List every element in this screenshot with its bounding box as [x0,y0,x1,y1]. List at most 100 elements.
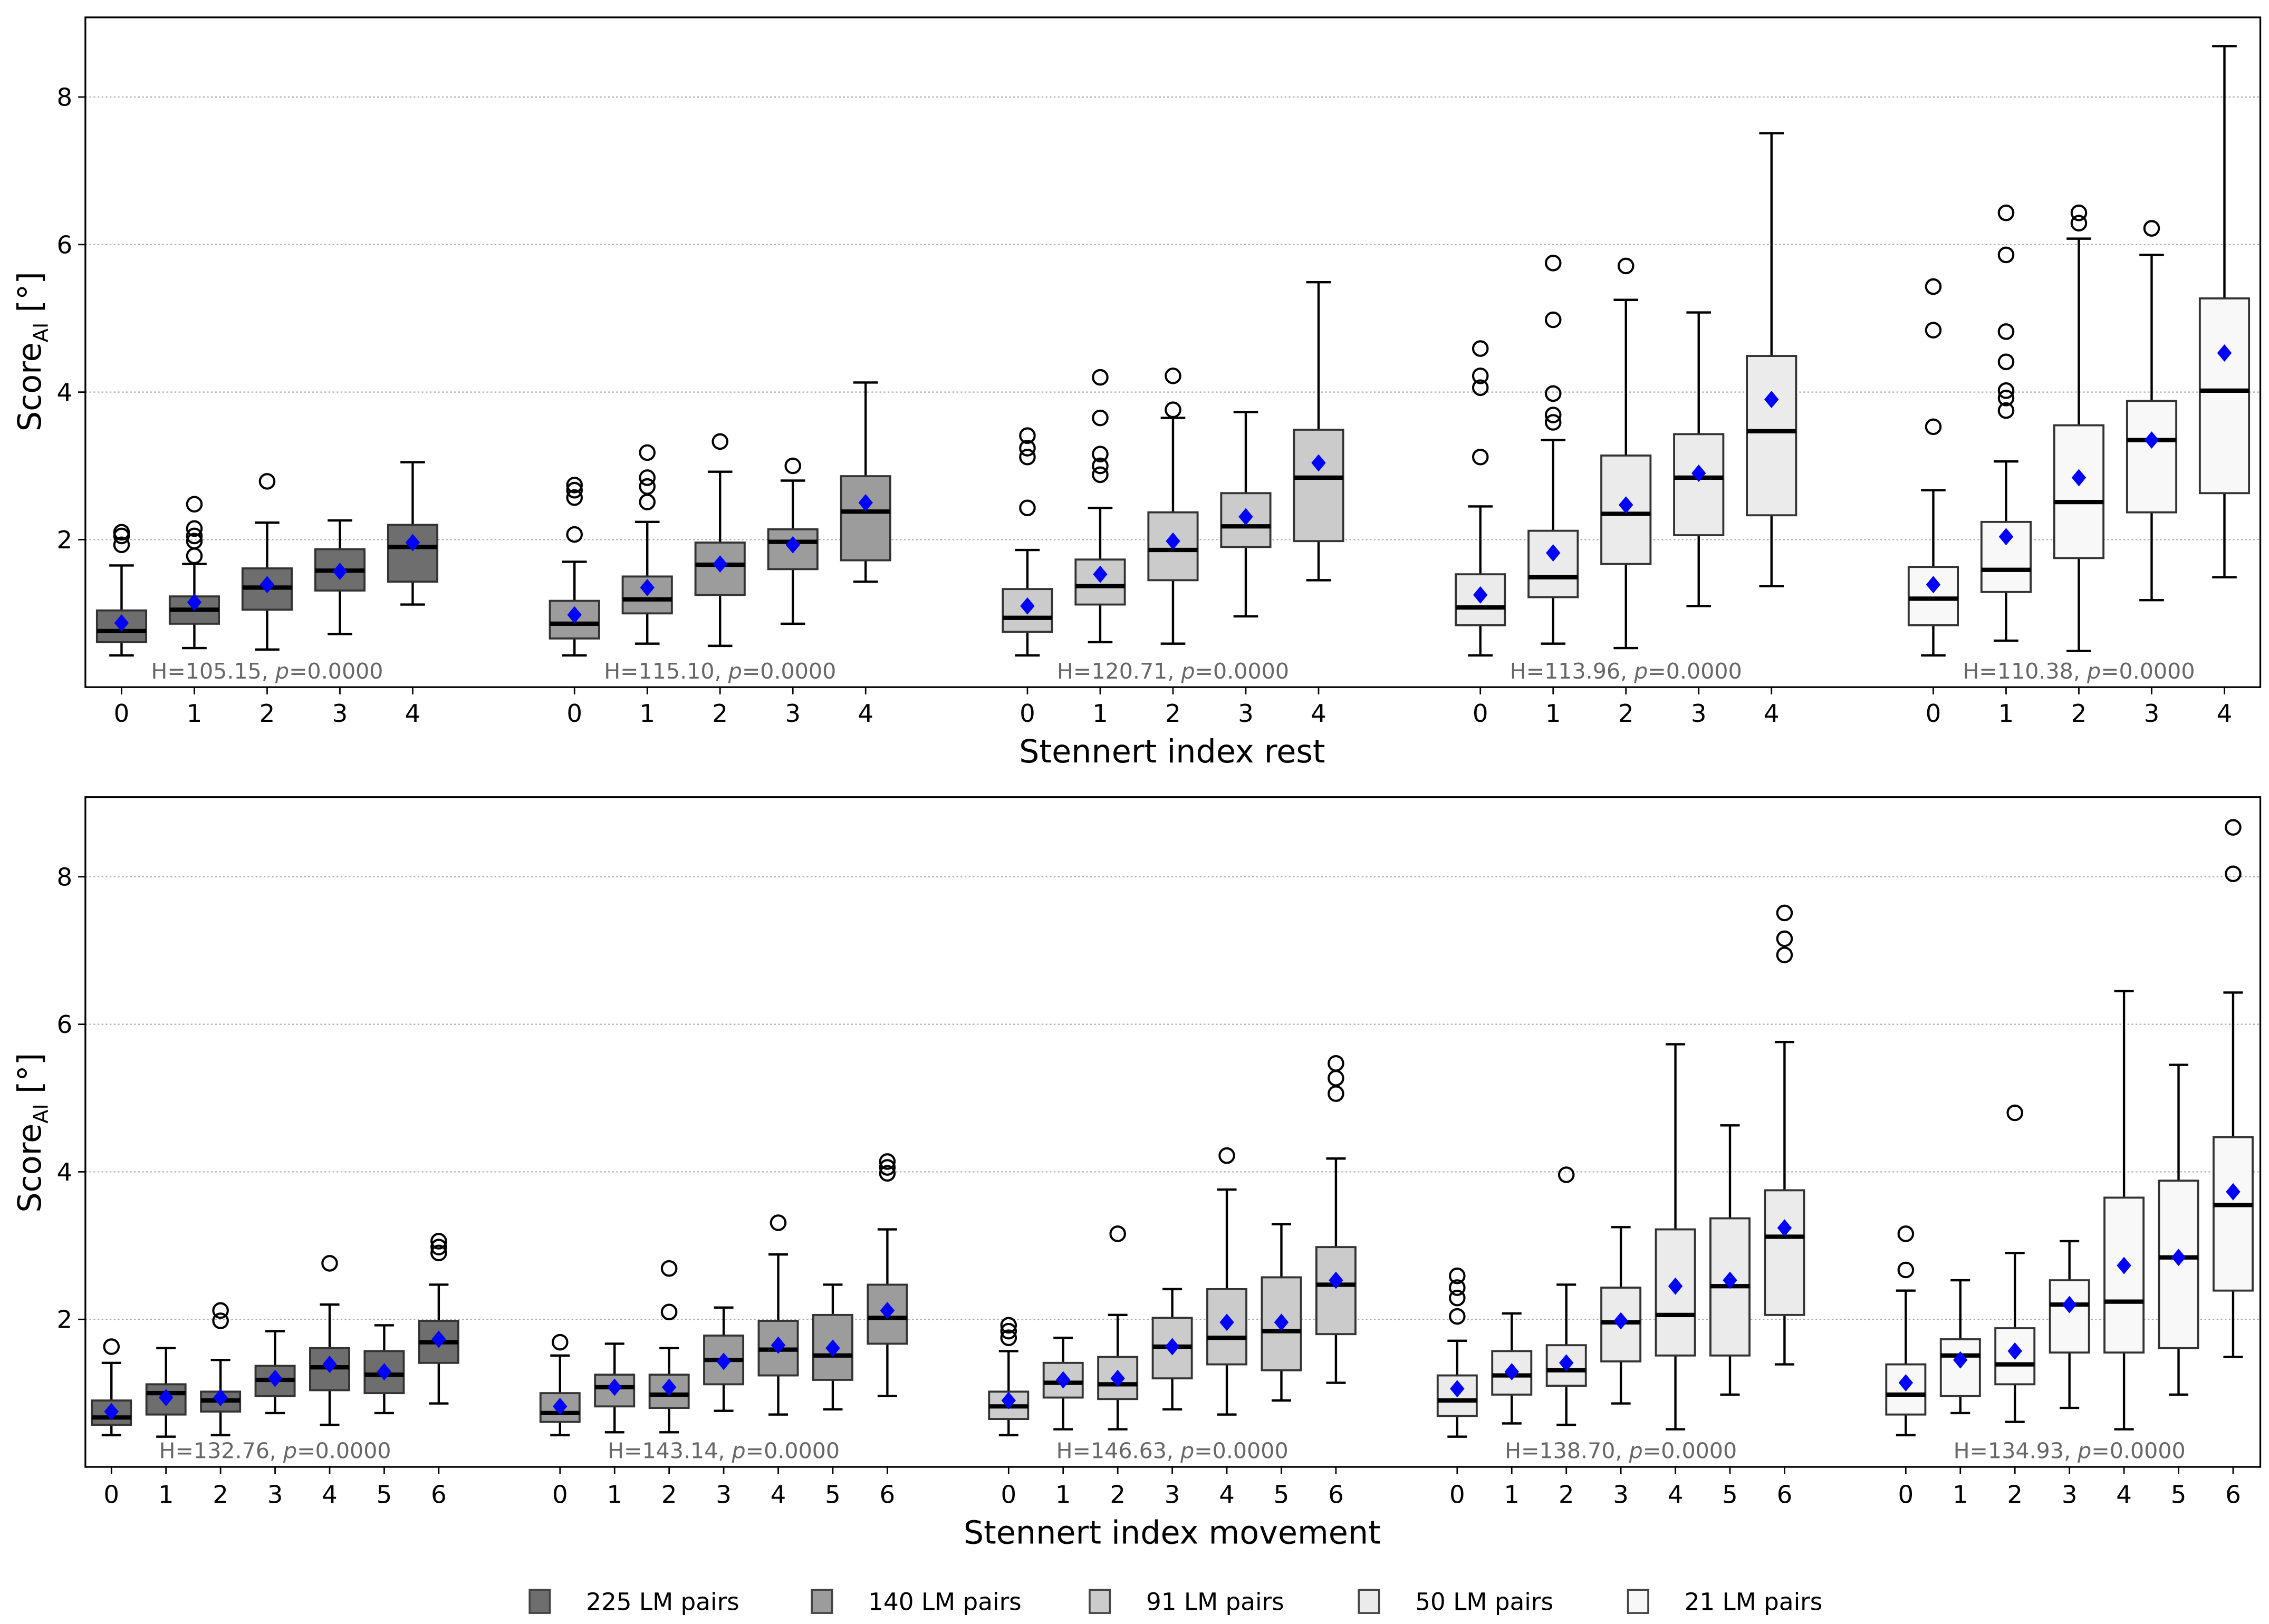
outlier-point [186,496,203,513]
box-plot [2103,990,2145,1430]
h-statistic: H=113.96, [1510,659,1635,684]
outlier-point [1472,368,1489,384]
outlier-point [639,478,656,495]
x-tick-label: 3 [1691,699,1707,728]
mean-marker [1777,1219,1792,1237]
x-tick-label: 2 [2071,699,2087,728]
outlier-point [1472,448,1489,466]
box-plot [2198,45,2251,578]
outlier-point [1617,257,1635,275]
box-plot [2049,1240,2090,1409]
y-tick-label: 8 [57,83,73,111]
box-group [549,381,891,657]
box-plot [549,477,600,657]
outlier-point [103,1338,120,1355]
x-tick-label: 0 [1473,699,1488,728]
outlier-point [566,526,583,543]
kruskal-wallis-annotation: H=110.38, p=0.0000 [1963,659,2195,684]
box-plot [1980,204,2032,642]
x-tick-label: 3 [2144,699,2160,728]
outlier-point [1557,1166,1575,1183]
x-tick-label: 3 [267,1481,283,1509]
iqr-box [2198,297,2251,495]
x-tick-label: 0 [1020,699,1035,728]
box-group [539,1153,908,1437]
outlier-point [1776,904,1793,922]
outlier-point [1092,446,1109,462]
outlier-point [1092,409,1109,427]
outlier-point [186,547,203,564]
x-tick-label: 1 [158,1481,174,1509]
box-group [1436,904,1805,1438]
y-tick-label: 2 [57,526,73,554]
plot-frame [84,796,2262,1468]
legend-label: 50 LM pairs [1415,1588,1553,1616]
outlier-point [1472,340,1489,357]
x-tick-label: 0 [1001,1481,1016,1509]
iqr-box [539,1392,581,1423]
outlier-point [430,1244,447,1262]
x-tick-label: 2 [1110,1481,1126,1509]
box-plot [1600,1226,1642,1405]
box-group [1455,132,1797,657]
outlier-point [879,1159,896,1176]
x-tick-label: 5 [1722,1481,1738,1509]
y-tick-label: 8 [57,863,73,891]
outlier-point [1328,1069,1344,1087]
p-label: p [1633,659,1648,684]
outlier-point [1000,1329,1017,1346]
x-tick-label: 2 [259,699,275,728]
x-axis-title-movement: Stennert index movement [964,1514,1381,1551]
x-tick-label: 2 [1559,1481,1574,1509]
mean-marker [1219,1313,1234,1331]
outlier-point [2006,1104,2023,1122]
x-tick-label: 1 [1953,1481,1968,1509]
iqr-box [387,524,439,583]
outlier-point [1000,1322,1017,1340]
kruskal-wallis-annotation: H=138.70, p=0.0000 [1505,1438,1737,1464]
kruskal-wallis-annotation: H=120.71, p=0.0000 [1057,659,1289,684]
iqr-box [1764,1189,1805,1316]
outlier-point [1165,368,1181,384]
outlier-point [2225,819,2242,836]
outlier-point [639,469,656,486]
outlier-point [566,481,583,499]
x-tick-label: 1 [1055,1481,1071,1509]
x-tick-label: 4 [2217,699,2233,728]
box-plot [2212,819,2254,1358]
h-statistic: H=120.71, [1057,659,1181,684]
box-plot [1261,1223,1302,1402]
mean-marker [1504,1363,1519,1381]
mean-marker [1559,1354,1574,1372]
x-axis-title-rest: Stennert index rest [1019,733,1325,770]
x-tick-label: 5 [2171,1481,2187,1509]
mean-marker [1056,1371,1071,1389]
y-title-sub: AI [30,1104,53,1124]
outlier-point [879,1153,896,1170]
mean-marker [405,534,420,552]
y-title-unit: [°] [12,272,49,322]
x-tick-label: 3 [332,699,348,728]
y-tick-label: 4 [57,1158,73,1186]
box-plot [1315,1055,1357,1384]
legend-label: 91 LM pairs [1146,1588,1284,1616]
legend-swatch [1358,1589,1380,1614]
x-tick-label: 1 [1545,699,1561,728]
x-tick-label: 3 [1165,1481,1180,1509]
outlier-point [1328,1085,1344,1102]
p-label: p [732,1438,746,1464]
kruskal-wallis-annotation: H=132.76, p=0.0000 [159,1438,391,1464]
outlier-point [1000,1317,1017,1334]
outlier-point [1092,466,1109,484]
mean-marker [1274,1313,1289,1331]
outlier-point [1997,382,2015,399]
x-tick-label: 6 [2225,1481,2241,1509]
outlier-point [1449,1308,1466,1325]
mean-marker [858,494,873,511]
box-plot [91,1338,132,1437]
y-tick-label: 4 [57,378,73,407]
box-plot [241,473,293,651]
x-tick-label: 0 [1449,1481,1465,1509]
